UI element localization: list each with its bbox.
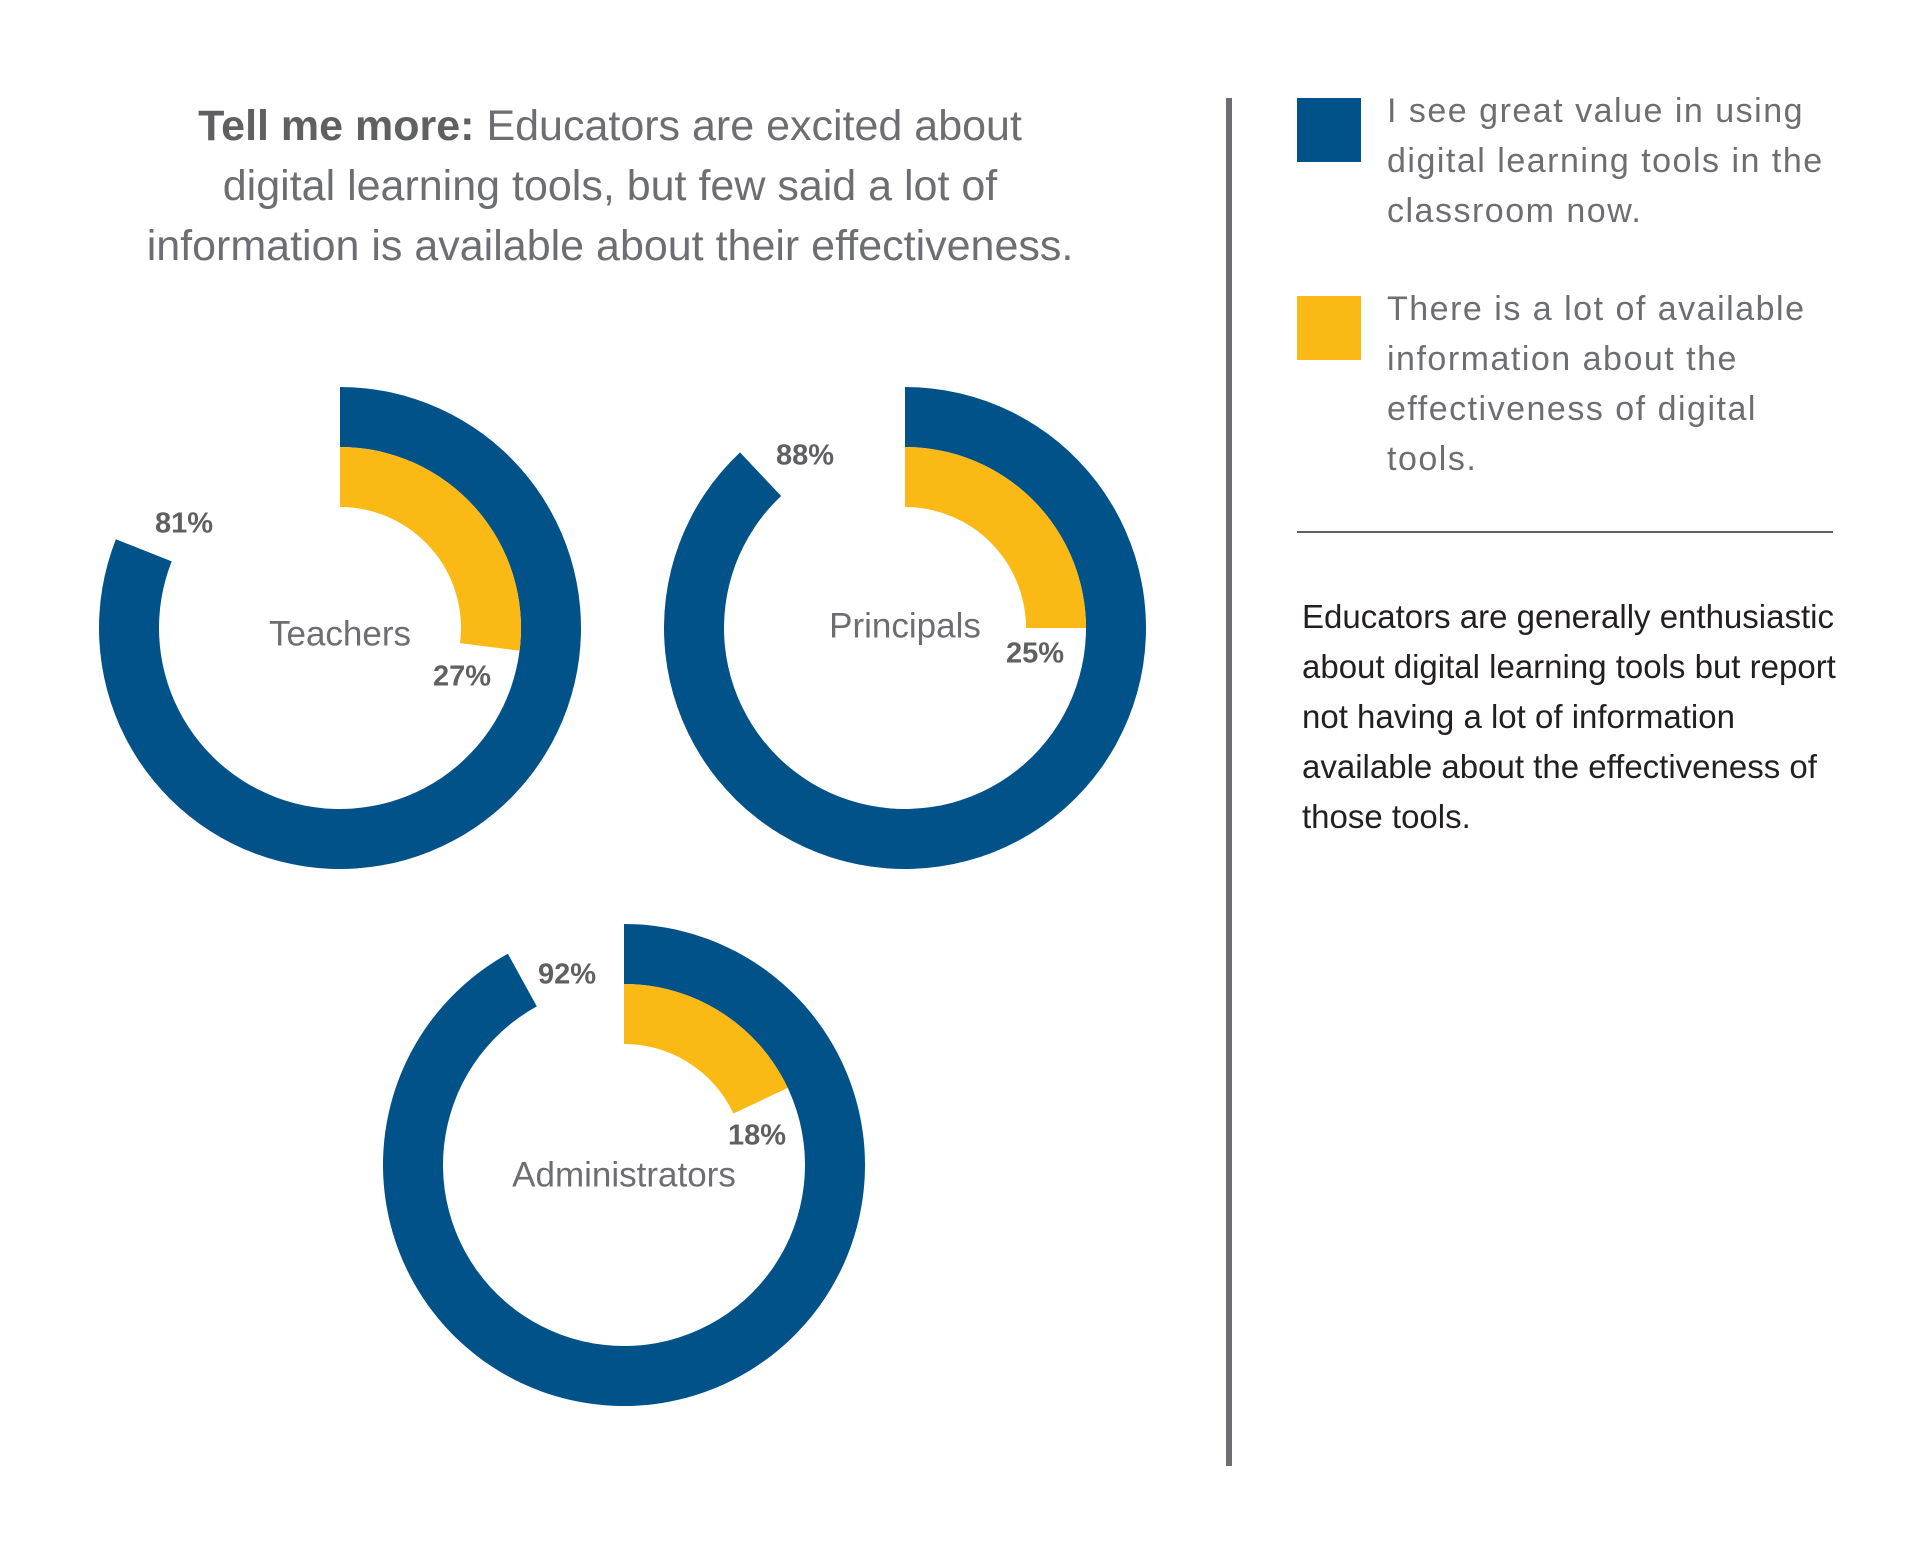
donut-administrators: Administrators 92% 18%	[383, 924, 866, 1406]
headline-line3: information is available about their eff…	[146, 222, 1074, 270]
info-label-principals: 25%	[1006, 638, 1064, 670]
center-label-principals: Principals	[829, 606, 981, 645]
arc-info-principals	[905, 447, 1086, 628]
arc-info-teachers	[340, 447, 521, 651]
legend-swatch-blue	[1297, 98, 1361, 162]
headline-bold: Tell me more:	[198, 102, 475, 150]
center-label-teachers: Teachers	[269, 614, 411, 653]
headline-line1: Educators are excited about	[486, 102, 1022, 150]
value-label-principals: 88%	[776, 440, 834, 472]
value-label-teachers: 81%	[155, 508, 213, 540]
info-label-administrators: 18%	[728, 1120, 786, 1152]
legend-swatch-yellow	[1297, 296, 1361, 360]
vertical-divider	[1226, 98, 1232, 1466]
arc-info-administrators	[624, 984, 788, 1114]
headline: Tell me more: Educators are excited abou…	[105, 96, 1115, 276]
donut-principals: Principals 88% 25%	[664, 387, 1146, 869]
legend-label-info: There is a lot of available information …	[1387, 290, 1806, 478]
horizontal-divider	[1297, 531, 1833, 533]
donut-teachers: Teachers 81% 27%	[99, 387, 581, 870]
value-label-administrators: 92%	[538, 959, 596, 991]
legend-label-value: I see great value in using digital learn…	[1387, 92, 1824, 230]
donut-charts: Teachers 81% 27% Principals 88% 25% Administra…	[99, 387, 1146, 1406]
summary-note: Educators are generally enthusiastic abo…	[1302, 598, 1836, 835]
info-label-teachers: 27%	[433, 661, 491, 693]
center-label-administrators: Administrators	[512, 1155, 736, 1194]
headline-line2: digital learning tools, but few said a l…	[222, 162, 998, 210]
